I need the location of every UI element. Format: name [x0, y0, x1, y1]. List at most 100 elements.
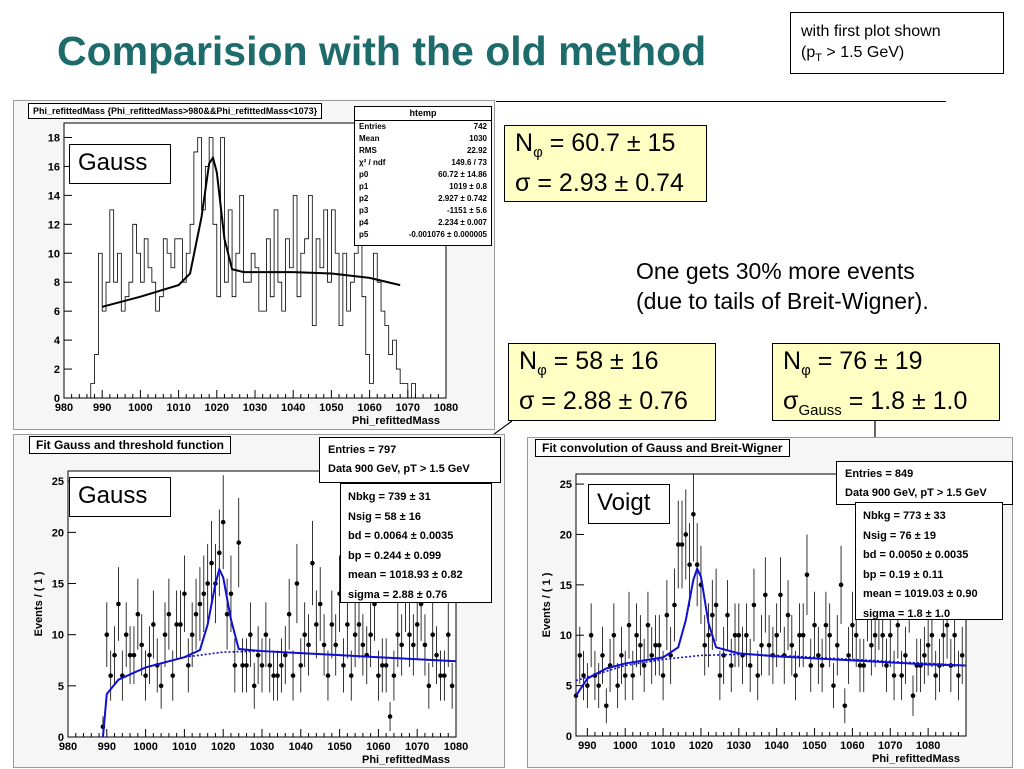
data-point — [399, 642, 404, 648]
right-fit-title: Fit convolution of Gauss and Breit-Wigne… — [535, 439, 790, 457]
data-point — [209, 560, 214, 566]
data-point — [664, 612, 670, 618]
data-point — [804, 572, 810, 578]
data-point — [922, 653, 927, 658]
data-point — [356, 622, 362, 627]
histogram-bars — [90, 137, 420, 399]
x-tick-label: 980 — [59, 741, 77, 753]
data-point — [162, 632, 168, 637]
left-info-entries: Entries = 797 — [328, 444, 397, 456]
data-point — [442, 673, 447, 678]
data-point — [850, 622, 855, 628]
stats-key: Entries — [359, 122, 387, 131]
x-tick-label: 1010 — [651, 740, 675, 752]
x-tick-label: 1050 — [327, 741, 351, 753]
data-point — [619, 653, 624, 658]
data-point — [653, 643, 658, 648]
data-point — [387, 714, 393, 719]
data-point — [438, 673, 443, 678]
fit-param: Nsig = 58 ± 16 — [348, 510, 421, 523]
top-stats-box: htemp Entries 742 Mean 1030 RMS 22.92 χ² / ndf… — [354, 106, 492, 246]
data-point — [376, 673, 381, 678]
data-point — [634, 632, 639, 638]
data-point — [691, 512, 696, 517]
data-point — [728, 663, 734, 668]
data-point — [615, 683, 620, 688]
stats-row: p4 2.234 ± 0.007 — [355, 217, 491, 229]
data-point — [395, 632, 401, 637]
background-fit-curve — [575, 653, 967, 682]
fit-param: Nsig = 76 ± 19 — [863, 529, 936, 542]
stats-key: p4 — [359, 218, 369, 227]
data-point — [857, 663, 863, 668]
data-point — [348, 673, 354, 678]
data-point — [834, 643, 840, 648]
data-point — [755, 673, 761, 678]
stats-value: -0.001076 ± 0.000005 — [408, 230, 487, 239]
data-point — [751, 602, 757, 608]
data-point — [290, 673, 296, 678]
data-point — [414, 622, 420, 627]
data-point — [193, 611, 199, 617]
data-point — [679, 542, 685, 547]
stats-key: p0 — [359, 170, 369, 179]
right-info-entries: Entries = 849 — [845, 468, 914, 480]
data-point — [887, 632, 893, 638]
data-point — [333, 642, 339, 648]
data-point — [240, 663, 245, 668]
data-point — [853, 632, 859, 638]
data-point — [170, 673, 176, 678]
data-point — [797, 632, 802, 638]
x-tick-label: 990 — [98, 741, 116, 753]
stats-value: 2.927 ± 0.742 — [438, 194, 487, 203]
y-axis-label: Events / ( 1 ) — [541, 572, 553, 637]
data-point — [139, 642, 145, 648]
result-box-left: Nφ = 58 ± 16 σ = 2.88 ± 0.76 — [508, 343, 716, 421]
data-point — [131, 652, 137, 658]
x-tick-label: 1030 — [243, 402, 267, 414]
result-left-sigma: σ = 2.88 ± 0.76 — [519, 387, 688, 415]
x-tick-label: 1060 — [366, 741, 390, 753]
data-point — [298, 663, 304, 668]
data-point — [800, 632, 806, 638]
data-point — [197, 601, 203, 607]
x-tick-label: 1030 — [727, 740, 751, 752]
data-point — [445, 632, 451, 637]
total-fit-curve — [101, 566, 457, 738]
y-tick-label: 0 — [54, 393, 60, 405]
data-point — [391, 673, 397, 678]
data-point — [588, 632, 594, 638]
result-right-n: Nφ = 76 ± 19 — [783, 347, 923, 379]
y-tick-label: 6 — [54, 306, 60, 318]
fit-param: mean = 1019.03 ± 0.90 — [863, 588, 978, 600]
data-point — [282, 652, 288, 658]
data-point — [112, 652, 117, 658]
data-point — [929, 632, 935, 638]
data-point — [725, 612, 730, 618]
fit-param: bp = 0.244 ± 0.099 — [348, 549, 442, 562]
data-point — [672, 602, 677, 608]
data-point — [321, 642, 327, 648]
divider-line — [496, 101, 946, 102]
fit-param: sigma = 2.88 ± 0.76 — [348, 588, 448, 601]
data-point — [687, 562, 692, 567]
data-point — [577, 653, 583, 658]
data-point — [228, 591, 234, 597]
y-axis-label: Events / ( 1 ) — [33, 571, 45, 636]
stats-key: Mean — [359, 134, 380, 143]
data-point — [827, 632, 832, 638]
data-point — [585, 683, 590, 688]
data-point — [630, 673, 636, 678]
stats-row: p1 1019 ± 0.8 — [355, 181, 491, 193]
data-point — [147, 652, 152, 658]
x-tick-label: 1040 — [281, 402, 305, 414]
right-param-box: Nbkg = 773 ± 33 Nsig = 76 ± 19 bd = 0.0050… — [855, 502, 1003, 620]
y-tick-label: 18 — [48, 132, 60, 144]
stats-row: p0 60.72 ± 14.86 — [355, 169, 491, 181]
fit-param: bd = 0.0064 ± 0.0035 — [348, 530, 454, 542]
y-tick-label: 20 — [560, 529, 572, 541]
data-point — [275, 673, 280, 678]
stats-value: 742 — [473, 122, 487, 131]
data-point — [823, 622, 829, 628]
data-point — [732, 632, 738, 638]
